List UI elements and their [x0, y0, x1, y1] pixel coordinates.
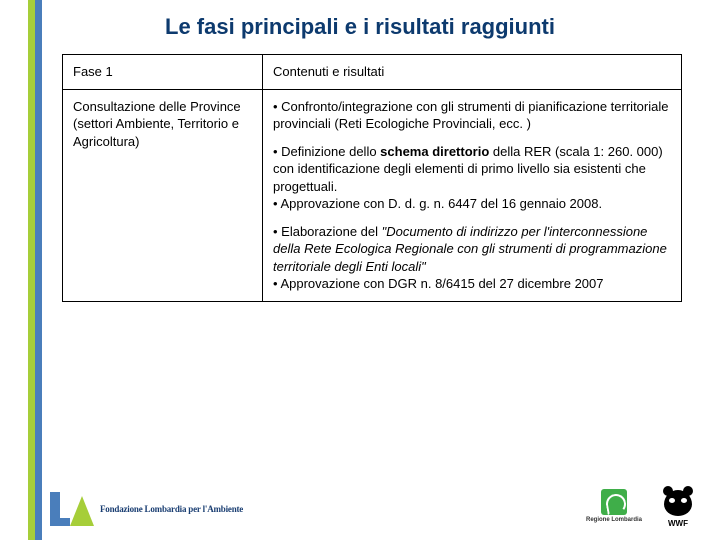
- header-contents: Contenuti e risultati: [263, 55, 682, 90]
- phases-table: Fase 1 Contenuti e risultati Consultazio…: [62, 54, 682, 302]
- table-row: Consultazione delle Province (settori Am…: [63, 89, 682, 301]
- right-logos: Regione Lombardia WWF: [586, 486, 696, 526]
- wwf-text: WWF: [660, 519, 696, 528]
- bullet-3: • Elaborazione del "Documento di indiriz…: [273, 223, 671, 293]
- header-phase: Fase 1: [63, 55, 263, 90]
- table-header-row: Fase 1 Contenuti e risultati: [63, 55, 682, 90]
- stripe-green: [28, 0, 35, 540]
- bullet-2: • Definizione dello schema direttorio de…: [273, 143, 671, 213]
- phase-name: Consultazione delle Province: [73, 99, 241, 114]
- contents-cell: • Confronto/integrazione con gli strumen…: [263, 89, 682, 301]
- regione-lombardia-logo: Regione Lombardia: [586, 489, 642, 523]
- footer: Fondazione Lombardia per l'Ambiente Regi…: [0, 480, 720, 530]
- fla-logo-text: Fondazione Lombardia per l'Ambiente: [100, 504, 243, 514]
- bullet-1: • Confronto/integrazione con gli strumen…: [273, 98, 671, 133]
- fla-logo-icon: [50, 492, 94, 526]
- side-accent-stripes: [28, 0, 42, 540]
- phase-detail: (settori Ambiente, Territorio e Agricolt…: [73, 116, 239, 149]
- slide-title: Le fasi principali e i risultati raggiun…: [0, 14, 720, 40]
- wwf-logo: WWF: [660, 486, 696, 526]
- regione-badge-icon: [601, 489, 627, 515]
- regione-text: Regione Lombardia: [586, 517, 642, 523]
- stripe-blue: [35, 0, 42, 540]
- phase-cell: Consultazione delle Province (settori Am…: [63, 89, 263, 301]
- fla-logo: Fondazione Lombardia per l'Ambiente: [50, 492, 243, 526]
